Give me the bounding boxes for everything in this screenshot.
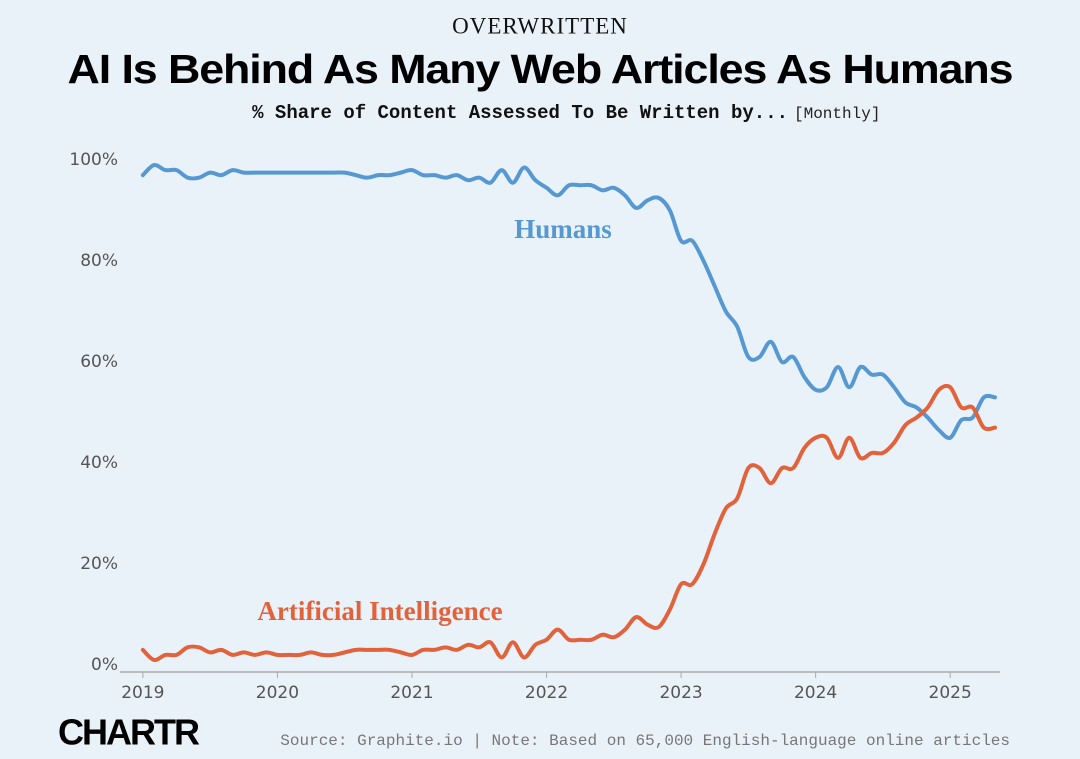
x-tick-label: 2020 [256,683,299,703]
y-tick-label: 100% [69,150,118,170]
y-tick-label: 0% [91,655,118,675]
x-tick-label: 2021 [390,683,433,703]
x-tick-label: 2023 [659,683,702,703]
series-line [140,162,997,441]
source: Source: Graphite.io | Note: Based on 65,… [280,732,1010,750]
x-tick-label: 2022 [525,683,568,703]
y-tick-label: 20% [80,554,118,574]
frequency: [Monthly] [794,105,880,123]
y-tick-label: 40% [80,453,118,473]
kicker: OVERWRITTEN [452,13,628,38]
chart-title: AI Is Behind As Many Web Articles As Hum… [68,46,1013,92]
y-tick-label: 80% [80,251,118,271]
y-tick-label: 60% [80,352,118,372]
x-tick-label: 2019 [121,683,164,703]
subtitle: % Share of Content Assessed To Be Writte… [252,102,788,124]
brand: CHARTR [58,712,200,753]
x-tick-label: 2025 [929,683,972,703]
series-label: Humans [514,214,612,244]
series-line [140,383,997,663]
x-tick-label: 2024 [794,683,837,703]
series-label: Artificial Intelligence [257,596,502,626]
